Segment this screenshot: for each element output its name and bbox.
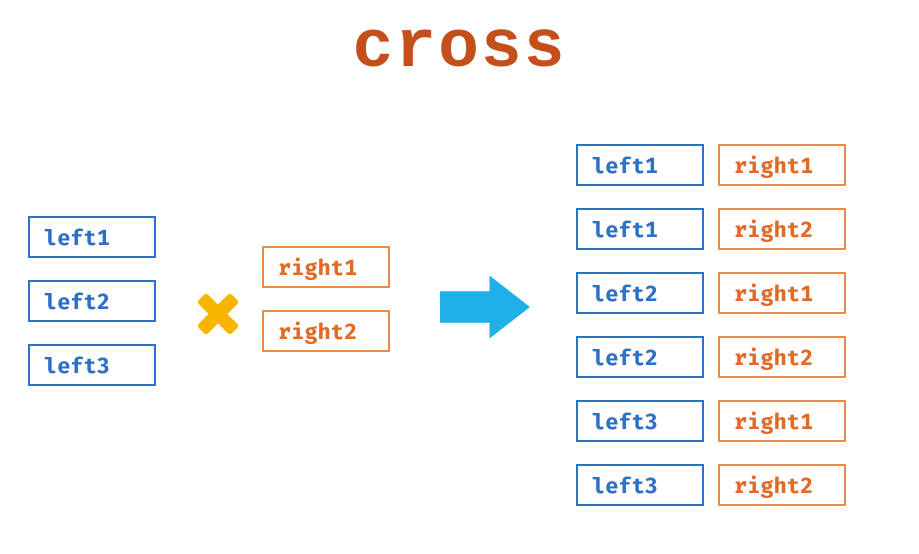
right-box-label: right1	[734, 152, 813, 179]
left-box: left3	[28, 344, 156, 386]
left-box: left2	[576, 336, 704, 378]
arrow-icon	[440, 272, 530, 342]
right-box-label: right1	[734, 408, 813, 435]
left-box-label: left3	[44, 352, 110, 379]
right-box: right1	[718, 400, 846, 442]
diagram-stage: { "title": { "text": "cross", "color": "…	[0, 0, 919, 554]
right-box: right2	[718, 208, 846, 250]
right-box-label: right2	[734, 216, 813, 243]
title: cross	[0, 10, 919, 87]
left-box: left1	[576, 208, 704, 250]
right-box: right2	[718, 336, 846, 378]
right-box-label: right1	[734, 280, 813, 307]
right-box-label: right1	[278, 254, 357, 281]
result-grid: left1 right1 left1 right2 left2 right1 left2 ri…	[576, 144, 846, 506]
left-box-label: left3	[592, 472, 658, 499]
right-box: right2	[262, 310, 390, 352]
right-box-label: right2	[734, 344, 813, 371]
left-box: left2	[576, 272, 704, 314]
left-box-label: left1	[44, 224, 110, 251]
left-box-label: left2	[592, 344, 658, 371]
left-box-label: left3	[592, 408, 658, 435]
right-box: right2	[718, 464, 846, 506]
left-box: left3	[576, 400, 704, 442]
left-box-label: left1	[592, 152, 658, 179]
left-box-label: left1	[592, 216, 658, 243]
left-box: left1	[576, 144, 704, 186]
right-box-label: right2	[734, 472, 813, 499]
left-box: left3	[576, 464, 704, 506]
left-input-column: left1 left2 left3	[28, 216, 156, 386]
multiply-icon	[190, 286, 246, 342]
right-box: right1	[718, 144, 846, 186]
right-box: right1	[718, 272, 846, 314]
left-box: left1	[28, 216, 156, 258]
title-text: cross	[352, 10, 566, 87]
left-box: left2	[28, 280, 156, 322]
left-box-label: left2	[592, 280, 658, 307]
right-box: right1	[262, 246, 390, 288]
right-input-column: right1 right2	[262, 246, 390, 352]
right-box-label: right2	[278, 318, 357, 345]
left-box-label: left2	[44, 288, 110, 315]
